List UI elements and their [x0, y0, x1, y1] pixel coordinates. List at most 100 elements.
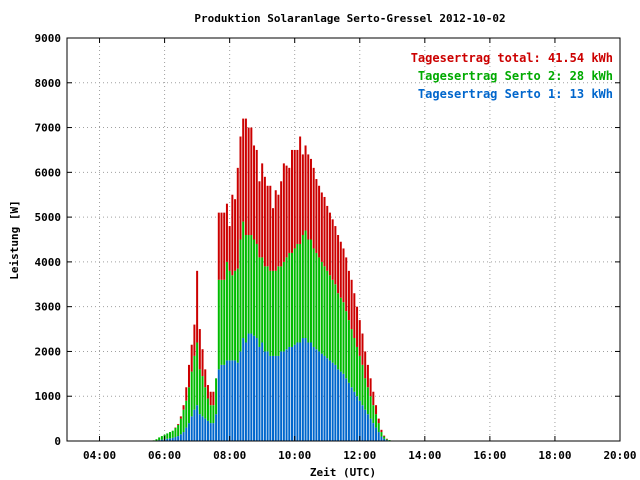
bar-serto1: [277, 355, 280, 441]
bar-serto1: [345, 378, 348, 441]
bar-serto1: [291, 346, 293, 441]
bar-total_rest: [242, 118, 245, 222]
y-tick-label: 7000: [35, 122, 62, 135]
bar-serto2: [342, 302, 345, 374]
x-tick-label: 14:00: [408, 449, 441, 462]
bar-total_rest: [350, 279, 353, 330]
bar-total_rest: [358, 320, 361, 356]
bar-serto1: [250, 333, 253, 441]
bar-serto2: [293, 248, 296, 345]
bar-serto1: [356, 396, 359, 441]
bar-serto2: [272, 270, 275, 356]
bar-serto2: [356, 346, 359, 397]
bar-serto1: [334, 364, 337, 441]
bar-total_rest: [375, 405, 378, 415]
bar-serto2: [220, 279, 223, 365]
bar-serto2: [372, 405, 375, 424]
bar-serto2: [296, 243, 299, 343]
bar-serto2: [312, 248, 315, 347]
bar-serto1: [326, 358, 329, 441]
bar-total_rest: [380, 429, 383, 433]
bar-serto2: [326, 270, 329, 359]
bar-serto2: [380, 432, 383, 437]
bar-total_rest: [299, 136, 302, 244]
y-tick-label: 9000: [35, 32, 62, 45]
bar-serto1: [266, 351, 269, 441]
bar-serto1: [328, 360, 331, 441]
y-tick-label: 6000: [35, 166, 62, 179]
bar-total_rest: [182, 405, 185, 410]
bar-serto2: [228, 270, 231, 361]
bar-total_rest: [366, 364, 369, 388]
bar-serto2: [212, 405, 215, 424]
bar-total_rest: [337, 235, 340, 294]
bar-serto1: [242, 338, 245, 441]
bar-total_rest: [220, 212, 223, 280]
bar-serto2: [185, 400, 188, 428]
bar-serto1: [372, 423, 375, 441]
bar-total_rest: [198, 329, 201, 370]
bar-serto2: [323, 266, 326, 356]
bar-serto2: [255, 243, 258, 339]
bar-serto1: [201, 416, 204, 441]
bar-serto1: [171, 437, 174, 441]
bar-serto1: [196, 405, 199, 441]
bar-total_rest: [174, 427, 177, 429]
bar-serto2: [282, 261, 285, 352]
bar-serto1: [280, 351, 283, 441]
bar-serto2: [225, 261, 228, 361]
bar-serto2: [206, 398, 209, 421]
bar-serto1: [285, 349, 288, 441]
bar-total_rest: [339, 241, 342, 298]
bar-serto1: [236, 362, 239, 441]
bar-serto2: [261, 257, 264, 343]
bar-serto2: [198, 369, 201, 415]
bar-serto1: [323, 355, 326, 441]
bar-serto1: [361, 405, 364, 441]
bar-serto1: [228, 360, 231, 441]
bar-serto1: [263, 351, 266, 441]
bar-total_rest: [320, 192, 323, 262]
bar-serto1: [231, 360, 234, 441]
bar-total_rest: [234, 199, 237, 271]
bar-total_rest: [334, 226, 337, 285]
bar-serto2: [288, 252, 291, 347]
bar-serto2: [239, 239, 242, 352]
bar-serto1: [269, 355, 272, 441]
bar-serto1: [304, 338, 307, 441]
bar-serto2: [217, 279, 220, 370]
bar-serto1: [282, 351, 285, 441]
bar-serto2: [171, 430, 174, 438]
bar-serto2: [366, 387, 369, 415]
bar-total_rest: [201, 349, 204, 377]
bar-serto2: [328, 275, 331, 361]
bar-total_rest: [269, 185, 272, 271]
bar-total_rest: [372, 391, 375, 406]
bar-serto2: [285, 257, 288, 350]
bar-total_rest: [190, 344, 193, 372]
bar-serto2: [291, 252, 293, 347]
bar-serto2: [253, 239, 256, 336]
bar-serto1: [309, 342, 312, 441]
bar-serto2: [201, 376, 204, 417]
bar-serto1: [239, 351, 242, 441]
bar-serto1: [339, 371, 342, 441]
bar-serto1: [375, 427, 378, 441]
bar-serto2: [369, 396, 372, 419]
bar-serto2: [339, 297, 342, 372]
bar-serto1: [380, 436, 383, 441]
bar-serto2: [166, 433, 169, 439]
bar-serto2: [182, 409, 185, 433]
bar-serto1: [169, 438, 172, 441]
bar-serto1: [212, 423, 215, 441]
bar-serto2: [318, 257, 321, 352]
bar-serto2: [247, 235, 250, 334]
bar-serto2: [236, 268, 239, 363]
y-tick-label: 2000: [35, 345, 62, 358]
y-axis-ticks: 0 1000 2000 3000 4000 5000 6000 7000 8000 9000: [35, 32, 620, 448]
bar-serto2: [309, 239, 312, 343]
bar-serto2: [383, 436, 386, 439]
y-tick-label: 4000: [35, 256, 62, 269]
bar-serto2: [158, 437, 161, 441]
bar-serto2: [242, 221, 245, 339]
